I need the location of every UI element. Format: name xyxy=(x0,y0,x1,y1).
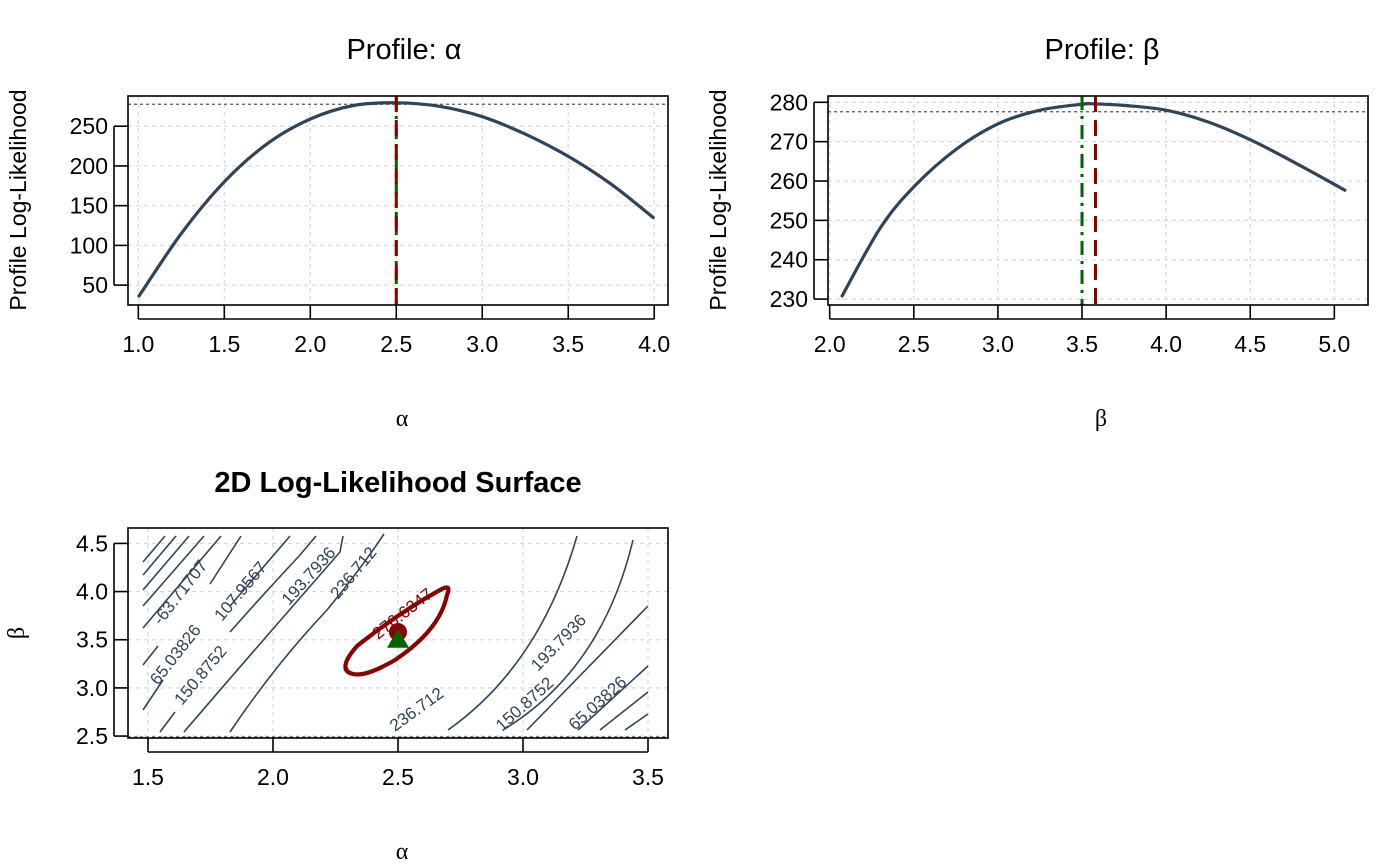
x-axis: 1.5 2.0 2.5 3.0 3.5 xyxy=(132,738,664,790)
x-tick-label: 2.0 xyxy=(257,764,289,790)
x-tick-label: 3.5 xyxy=(1066,331,1098,357)
contour-line xyxy=(142,535,291,711)
contour-label: 236.712 xyxy=(386,684,447,735)
contour-line xyxy=(183,535,344,733)
x-tick-label: 4.5 xyxy=(1234,331,1266,357)
y-tick-label: 3.5 xyxy=(76,627,108,653)
contour-line xyxy=(159,535,317,733)
contour-label: -63.71707 xyxy=(149,556,211,628)
profile-curve xyxy=(840,102,1347,298)
y-tick-label: 260 xyxy=(770,168,808,194)
plot-frame xyxy=(827,95,1369,306)
x-tick-label: 3.0 xyxy=(507,764,539,790)
panel-profile-beta: Profile: β 2.0 2.5 3.0 3.5 4.0 4.5 5.0 2302402… xyxy=(705,34,1369,432)
x-tick-label: 2.0 xyxy=(294,331,326,357)
x-tick-label: 3.0 xyxy=(466,331,498,357)
x-tick-label: 3.0 xyxy=(982,331,1014,357)
x-tick-label: 4.0 xyxy=(1150,331,1182,357)
x-axis-label: β xyxy=(1095,406,1107,432)
y-tick-label: 100 xyxy=(70,232,108,258)
contour-line xyxy=(142,535,242,666)
x-axis: 2.0 2.5 3.0 3.5 4.0 4.5 5.0 xyxy=(814,305,1350,357)
x-axis-label: α xyxy=(396,406,409,432)
x-tick-label: 3.5 xyxy=(552,331,584,357)
x-tick-label: 3.5 xyxy=(632,764,664,790)
x-tick-label: 2.5 xyxy=(898,331,930,357)
mle-confidence-contour xyxy=(343,585,451,677)
plot-frame xyxy=(127,95,669,306)
x-tick-label: 2.0 xyxy=(814,331,846,357)
panel-title: 2D Log-Likelihood Surface xyxy=(214,467,581,499)
contour-line xyxy=(526,605,649,731)
true-value-point xyxy=(387,628,409,648)
y-axis-label: Profile Log-Likelihood xyxy=(705,89,731,310)
contour-line xyxy=(577,665,649,731)
contour-line xyxy=(447,535,578,731)
y-tick-label: 230 xyxy=(770,286,808,312)
y-tick-label: 4.0 xyxy=(76,579,108,605)
panel-title: Profile: β xyxy=(1045,34,1160,66)
contour-line xyxy=(142,535,177,576)
contour-line xyxy=(142,535,166,563)
contour-line xyxy=(142,535,222,629)
y-tick-label: 2.5 xyxy=(76,723,108,749)
x-tick-label: 2.5 xyxy=(380,331,412,357)
y-axis: 50 100 150 200 250 xyxy=(70,113,128,298)
contour-label: 150.8752 xyxy=(492,673,557,735)
y-tick-label: 240 xyxy=(770,247,808,273)
y-tick-label: 200 xyxy=(70,153,108,179)
y-axis: 2.5 3.0 3.5 4.0 4.5 xyxy=(76,530,128,749)
contour-line xyxy=(624,713,649,731)
y-tick-label: 250 xyxy=(770,207,808,233)
contour-label: 193.7936 xyxy=(527,611,590,675)
y-tick-label: 150 xyxy=(70,193,108,219)
x-tick-label: 2.5 xyxy=(382,764,414,790)
contour-lines xyxy=(142,533,649,733)
panel-contour-surface: 2D Log-Likelihood Surface -63.71707 xyxy=(4,467,669,865)
grid xyxy=(128,528,668,738)
y-tick-label: 50 xyxy=(82,272,108,298)
x-axis: 1.0 1.5 2.0 2.5 3.0 3.5 4.0 xyxy=(122,305,670,357)
x-tick-label: 5.0 xyxy=(1318,331,1350,357)
y-axis-label: Profile Log-Likelihood xyxy=(5,89,31,310)
panel-title: Profile: α xyxy=(346,34,461,66)
x-tick-label: 4.0 xyxy=(638,331,670,357)
x-axis-label: α xyxy=(396,839,409,865)
y-axis-label: β xyxy=(4,627,30,639)
contour-line xyxy=(229,533,385,733)
y-tick-label: 250 xyxy=(70,113,108,139)
contour-label: 193.7936 xyxy=(278,543,340,608)
y-tick-label: 280 xyxy=(770,89,808,115)
y-tick-label: 3.0 xyxy=(76,675,108,701)
x-tick-label: 1.0 xyxy=(122,331,154,357)
grid xyxy=(828,96,1368,305)
contour-line xyxy=(599,691,649,731)
panel-profile-alpha: Profile: α 1.0 1.5 2.0 2.5 3.0 3.5 4.0 50 100 15… xyxy=(5,34,670,432)
y-tick-label: 270 xyxy=(770,129,808,155)
contour-line xyxy=(502,539,634,731)
y-axis: 230 240 250 260 270 280 xyxy=(770,89,828,312)
y-tick-label: 4.5 xyxy=(76,530,108,556)
x-tick-label: 1.5 xyxy=(132,764,164,790)
x-tick-label: 1.5 xyxy=(208,331,240,357)
contour-line xyxy=(142,535,205,607)
contour-line xyxy=(142,535,190,591)
